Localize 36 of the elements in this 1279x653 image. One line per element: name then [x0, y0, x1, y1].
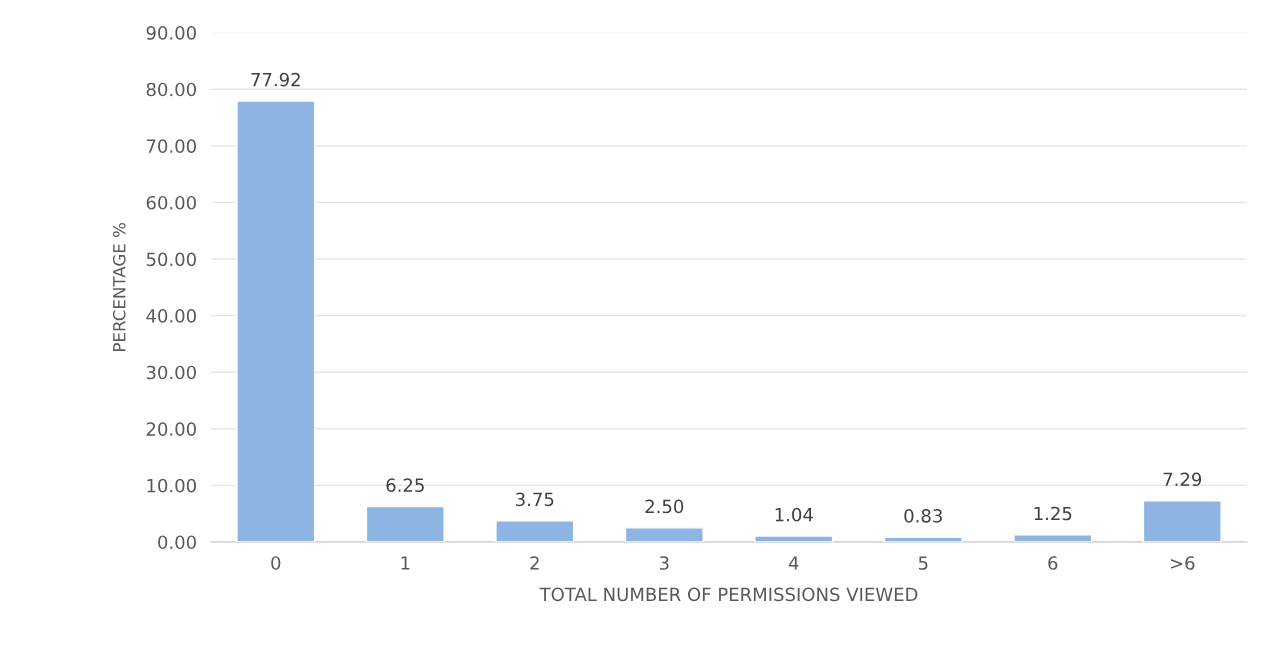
- data-label: 2.50: [645, 499, 684, 514]
- y-tick-label: 10.00: [147, 478, 196, 493]
- y-tick-label: 90.00: [146, 26, 196, 40]
- x-tick-label: 5: [918, 556, 928, 570]
- y-axis-title: PERCENTAGE %: [112, 222, 126, 351]
- y-tick-label: 20.00: [146, 422, 196, 436]
- x-tick-label: 4: [788, 556, 799, 570]
- bar: [754, 535, 834, 542]
- data-label: 3.75: [516, 492, 554, 507]
- data-label: 77.92: [251, 72, 300, 87]
- y-tick-label: 40.00: [146, 309, 196, 323]
- data-label: 0.83: [904, 509, 942, 523]
- bar: [883, 536, 963, 542]
- data-label: 1.25: [1034, 506, 1072, 521]
- data-label: 7.29: [1163, 472, 1202, 487]
- y-tick-label: 50.00: [146, 252, 196, 267]
- bar: [365, 505, 445, 542]
- y-tick-label: 80.00: [146, 82, 196, 97]
- y-tick-label: 70.00: [146, 139, 196, 153]
- x-tick-label: 6: [1048, 556, 1058, 570]
- bar: [236, 100, 316, 542]
- y-tick-label: 30.00: [146, 365, 196, 380]
- bar: [1013, 534, 1093, 542]
- data-label: 6.25: [386, 478, 424, 493]
- x-tick-label: 2: [530, 556, 539, 570]
- x-tick-label: >6: [1170, 556, 1195, 570]
- x-tick-label: 1: [401, 556, 410, 570]
- bar: [624, 527, 704, 542]
- x-tick-label: 0: [271, 556, 281, 570]
- bar: [495, 520, 575, 542]
- x-tick-label: 3: [659, 556, 669, 570]
- y-tick-label: 60.00: [146, 195, 196, 210]
- bar: [1142, 500, 1222, 542]
- data-label: 1.04: [775, 507, 813, 522]
- y-tick-label: 0.00: [158, 535, 196, 550]
- x-axis-title: TOTAL NUMBER OF PERMISSIONS VIEWED: [539, 587, 918, 602]
